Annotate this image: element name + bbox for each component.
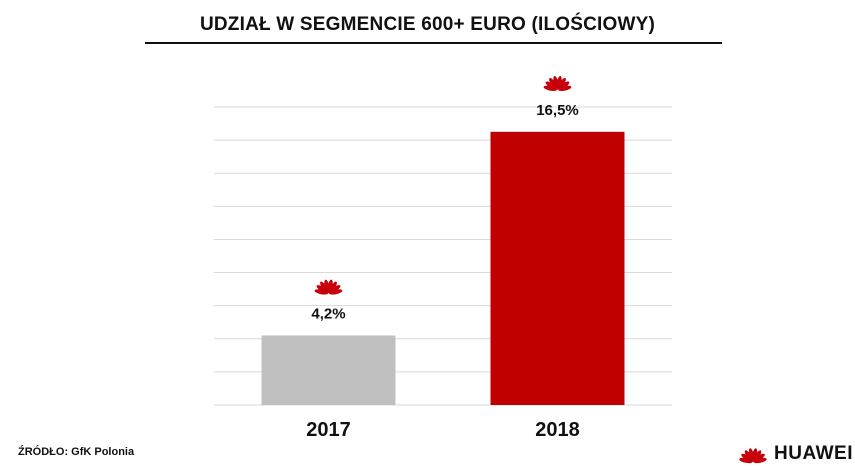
title-divider [145,42,722,44]
x-tick-label: 2017 [306,419,351,441]
chart-title: UDZIAŁ W SEGMENCIE 600+ EURO (ILOŚCIOWY) [199,14,656,35]
value-label: 4,2% [311,305,345,322]
huawei-logo-icon [314,279,343,295]
bar-2018 [490,131,625,406]
source-note: ŹRÓDŁO: GfK Polonia [18,446,135,458]
x-tick-label: 2018 [535,419,580,441]
huawei-logo-icon [543,75,572,91]
brand-name: HUAWEI [774,443,853,464]
value-label: 16,5% [536,102,579,119]
brand-logo: HUAWEI [736,440,853,468]
bar-2017 [261,335,396,405]
huawei-logo-icon [739,448,767,464]
